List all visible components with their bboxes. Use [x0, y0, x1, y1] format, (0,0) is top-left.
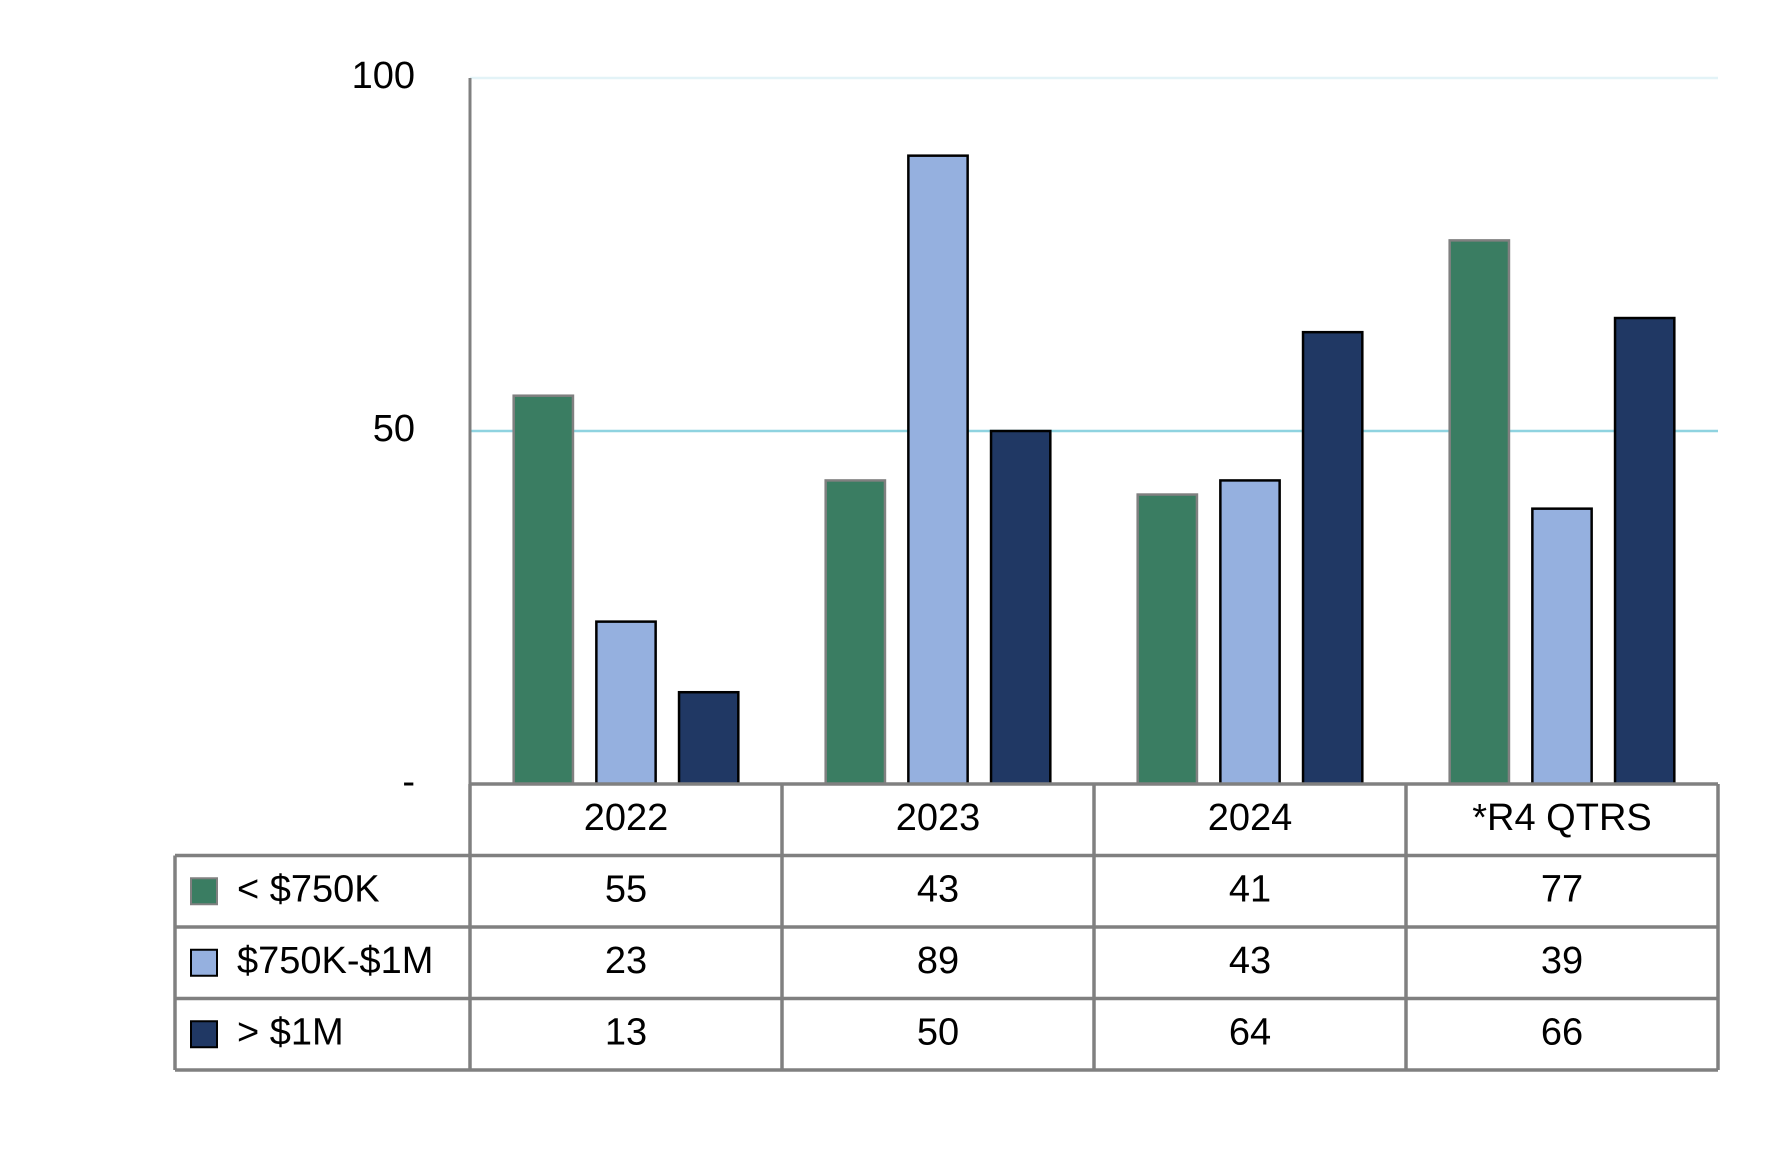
legend-label: $750K-$1M: [237, 940, 433, 982]
bar: [1448, 239, 1511, 786]
bar: [1531, 507, 1593, 786]
bar: [1613, 316, 1676, 786]
table-value: 64: [1229, 1011, 1271, 1053]
x-tick-label: 2022: [584, 797, 669, 839]
bar: [1301, 330, 1364, 786]
bar: [677, 690, 740, 786]
bar: [1219, 479, 1281, 786]
bar: [989, 429, 1052, 786]
legend-swatch: [190, 1020, 218, 1049]
legend-label: < $750K: [237, 868, 380, 910]
bar: [907, 154, 969, 786]
y-tick-label: 100: [352, 55, 415, 97]
legend-swatch: [190, 877, 218, 906]
table-value: 50: [917, 1011, 959, 1053]
table-value: 13: [605, 1011, 647, 1053]
y-tick-label: 50: [373, 408, 415, 450]
bar: [595, 620, 657, 786]
table-value: 39: [1541, 940, 1583, 982]
y-tick-label: -: [402, 761, 415, 803]
table-value: 41: [1229, 868, 1271, 910]
table-value: 43: [1229, 940, 1271, 982]
table-value: 43: [917, 868, 959, 910]
bar: [512, 394, 575, 786]
x-tick-label: 2024: [1208, 797, 1293, 839]
table-value: 66: [1541, 1011, 1583, 1053]
bar: [1136, 493, 1199, 786]
legend-swatch: [190, 948, 218, 977]
x-tick-label: 2023: [896, 797, 981, 839]
legend-label: > $1M: [237, 1011, 344, 1053]
table-value: 23: [605, 940, 647, 982]
table-value: 77: [1541, 868, 1583, 910]
bar: [824, 479, 887, 786]
table-value: 55: [605, 868, 647, 910]
x-tick-label: *R4 QTRS: [1472, 797, 1651, 839]
table-value: 89: [917, 940, 959, 982]
